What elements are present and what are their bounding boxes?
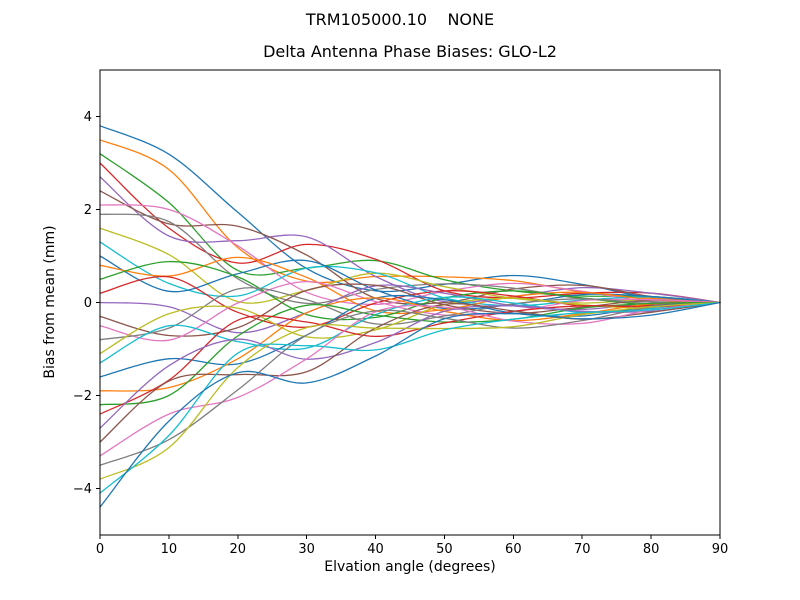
x-tick-label: 90: [712, 542, 729, 557]
series-line-28: [99, 301, 721, 466]
series-line-31: [99, 301, 721, 508]
axes-frame: 0 10 20 30 40 50 60 70 80 90 −4 −2 0 2 4: [73, 69, 729, 557]
y-tick-label: 2: [84, 203, 92, 218]
x-tick-label: 10: [161, 542, 178, 557]
series-line-17: [99, 280, 721, 342]
series-line-22: [99, 297, 721, 392]
y-axis-label: Bias from mean (mm): [42, 225, 58, 379]
x-tick-label: 80: [643, 542, 660, 557]
x-tick-label: 60: [505, 542, 522, 557]
y-tick-label: −4: [73, 482, 92, 497]
series-line-11: [99, 255, 721, 310]
x-tick-label: 20: [230, 542, 247, 557]
x-axis-label: Elvation angle (degrees): [324, 559, 496, 575]
series-line-16: [99, 283, 721, 337]
series-line-18: [99, 287, 721, 341]
series-line-19: [99, 297, 721, 355]
x-tick-label: 70: [574, 542, 591, 557]
series-line-29: [99, 301, 721, 480]
figure-suptitle: TRM105000.10 NONE: [305, 10, 495, 29]
series-line-25: [99, 301, 721, 429]
series-line-1: [99, 125, 721, 304]
series-line-24: [99, 301, 721, 415]
series-line-23: [99, 301, 721, 406]
x-tick-label: 30: [298, 542, 315, 557]
series-line-5: [99, 176, 721, 304]
series-line-10: [99, 241, 721, 307]
x-tick-label: 0: [96, 542, 104, 557]
x-tick-label: 40: [367, 542, 384, 557]
y-tick-label: 0: [84, 296, 92, 311]
series-lines: [99, 125, 721, 508]
y-tick-label: 4: [84, 110, 92, 125]
axes-title: Delta Antenna Phase Biases: GLO-L2: [263, 42, 557, 61]
x-tick-label: 50: [436, 542, 453, 557]
y-tick-label: −2: [73, 389, 92, 404]
series-line-4: [99, 162, 721, 304]
series-line-30: [99, 301, 721, 494]
series-line-13: [99, 260, 721, 321]
series-line-3: [99, 153, 721, 304]
